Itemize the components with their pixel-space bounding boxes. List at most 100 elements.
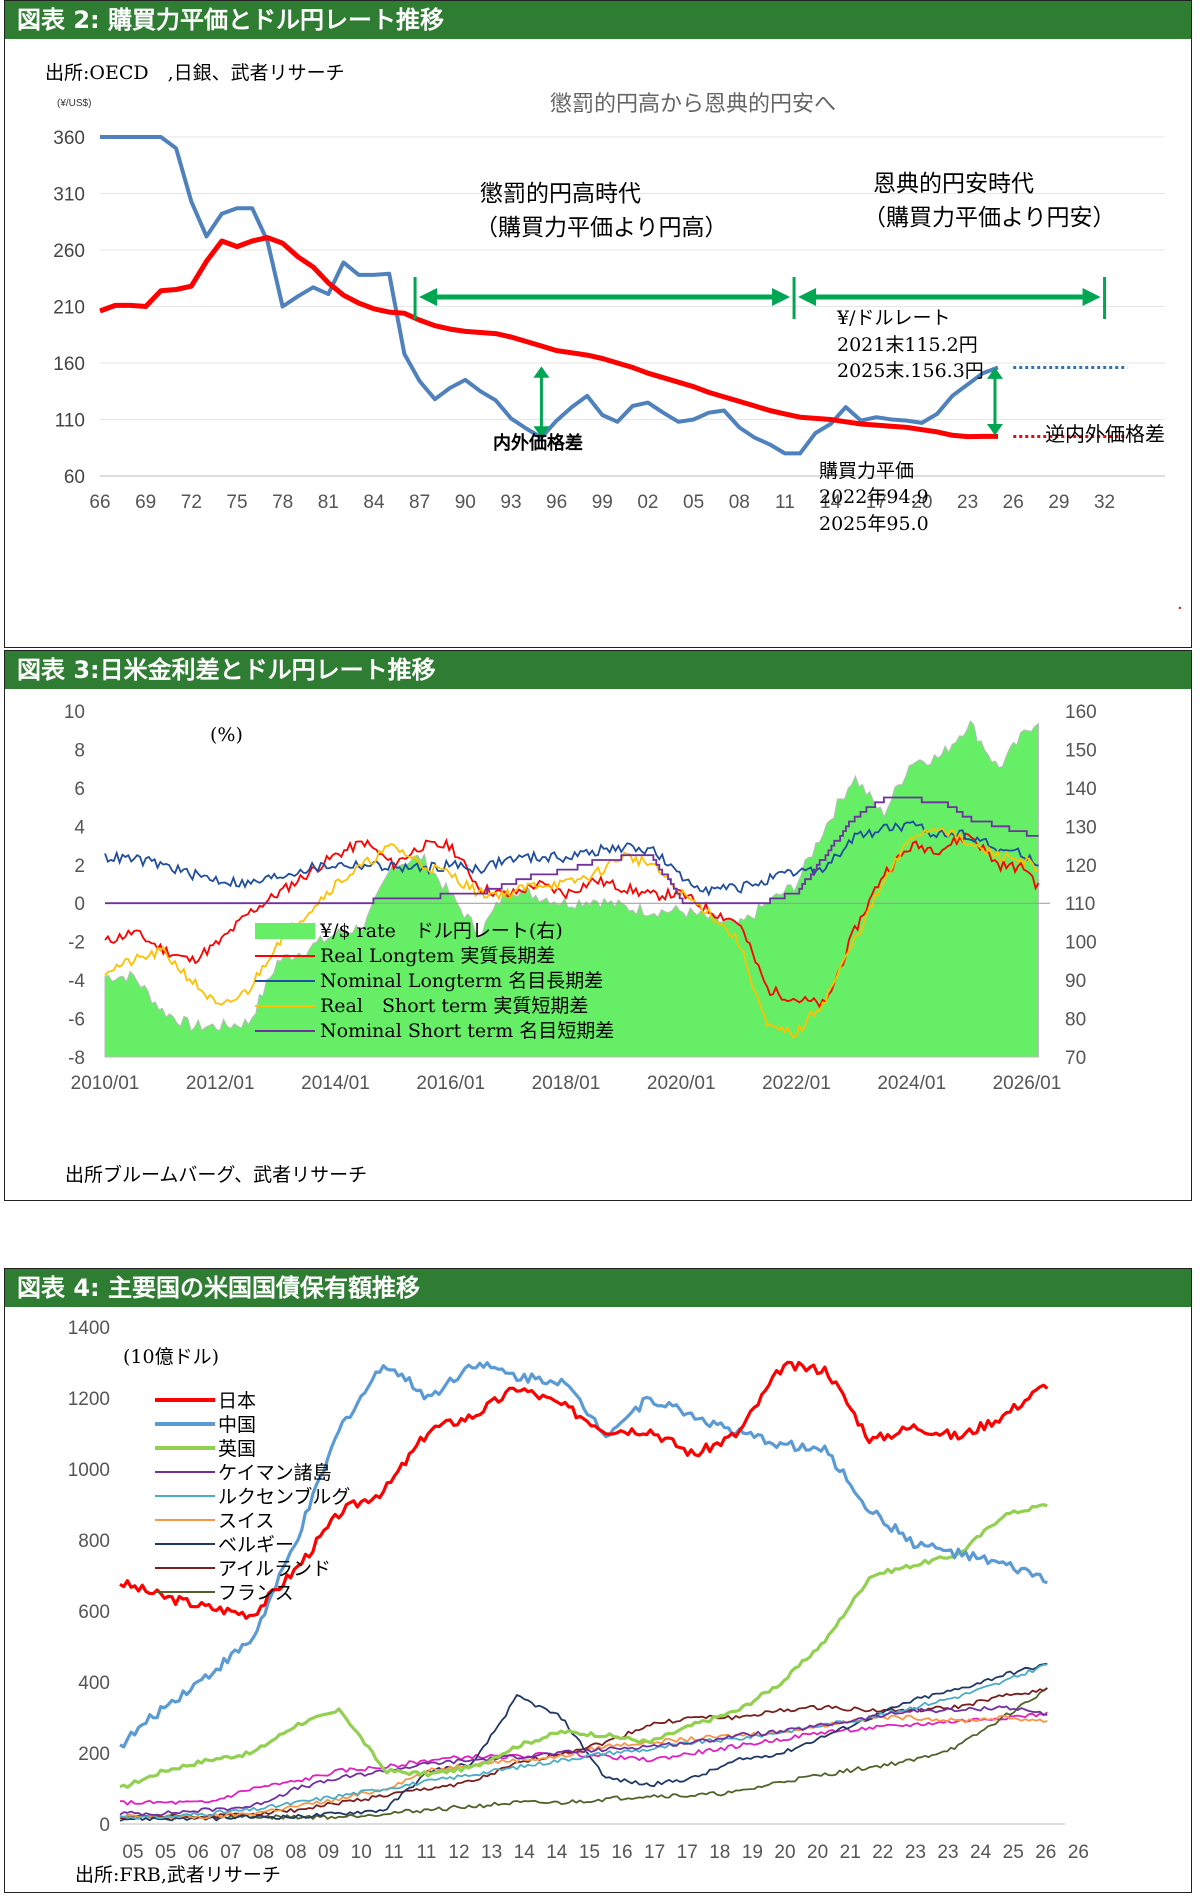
- x-tick-label: 29: [1048, 492, 1069, 513]
- x-tick-label: 19: [742, 1842, 763, 1863]
- x-tick-label: 69: [135, 492, 156, 513]
- x-tick-label: 26: [1035, 1842, 1056, 1863]
- legend-label: スイス: [218, 1510, 274, 1532]
- series-line-1: [104, 832, 1040, 1010]
- y-tick-label: 60: [64, 467, 85, 488]
- ppp-2022: 2022年94.9: [819, 486, 929, 508]
- era2-sublabel: （購買力平価より円安）: [863, 204, 1116, 230]
- legend-label: ルクセンブルグ: [218, 1485, 350, 1508]
- legend-label: Real Short term 実質短期差: [320, 995, 588, 1017]
- series-line-2: [119, 1503, 1048, 1789]
- era2-label: 恩典的円安時代: [873, 170, 1034, 196]
- x-tick-label: 90: [455, 492, 476, 513]
- y-right-tick-label: 140: [1065, 779, 1097, 800]
- legend-swatch: [255, 923, 315, 939]
- rate-diff-chart: -8 -6 -4 -2 0 2 4 6 8 10 70 80 90 100 110 120 130 140 150 1…: [64, 702, 1097, 1186]
- x-tick-label: 2018/01: [532, 1073, 601, 1094]
- series-line-yen-rate: [100, 135, 999, 456]
- x-tick-label: 78: [272, 492, 293, 513]
- y-right-tick-label: 120: [1065, 856, 1097, 877]
- x-tick-label: 17: [677, 1842, 698, 1863]
- series-line-4: [119, 1663, 1048, 1820]
- y-right-tick-label: 90: [1065, 971, 1086, 992]
- x-tick-label: 87: [409, 492, 430, 513]
- x-tick-label: 93: [500, 492, 521, 513]
- x-tick-label: 2022/01: [762, 1073, 831, 1094]
- gap-label: 内外価格差: [493, 432, 583, 453]
- y-right-tick-label: 160: [1065, 702, 1097, 723]
- reverse-gap-label: 逆内外価格差: [1045, 422, 1165, 446]
- x-tick-label: 66: [89, 492, 110, 513]
- x-tick-label: 20: [807, 1842, 828, 1863]
- x-tick-label: 12: [448, 1842, 469, 1863]
- y-right-tick-label: 70: [1065, 1048, 1086, 1069]
- x-tick-label: 23: [905, 1842, 926, 1863]
- y-tick-label: 1200: [68, 1389, 110, 1410]
- legend-label: ケイマン諸島: [218, 1462, 332, 1484]
- chart-panel-treasury: 図表 4: 主要国の米国国債保有額推移 0 200 400 600 800 1000 120…: [4, 1268, 1192, 1893]
- x-tick-label: 96: [546, 492, 567, 513]
- y-right-tick-label: 80: [1065, 1010, 1086, 1031]
- series-line-8: [119, 1687, 1048, 1820]
- x-tick-label: 14: [514, 1842, 536, 1863]
- x-tick-label: 21: [840, 1842, 861, 1863]
- x-tick-label: 25: [1003, 1842, 1024, 1863]
- era2-arrow-head-left: [798, 288, 817, 306]
- x-tick-label: 2012/01: [186, 1073, 255, 1094]
- y-tick-label: 400: [78, 1673, 110, 1694]
- rate-2025: 2025末.156.3円: [837, 360, 984, 382]
- x-tick-label: 05: [122, 1842, 143, 1863]
- source-note: 出所:OECD ,日銀、武者リサーチ: [45, 62, 345, 84]
- x-tick-label: 2014/01: [301, 1073, 370, 1094]
- legend-label: フランス: [218, 1582, 294, 1604]
- x-tick-label: 20: [911, 492, 932, 513]
- legend-label: ¥/$ rate ドル円レート(右): [319, 920, 563, 942]
- x-tick-label: 2016/01: [416, 1073, 485, 1094]
- gap-arrow-head: [533, 366, 550, 378]
- y-tick-label: 260: [53, 241, 85, 262]
- era1-sublabel: （購買力平価より円高）: [475, 214, 728, 240]
- treasury-chart: 0 200 400 600 800 1000 1200 1400 05 05 06 07 08 08 09 1…: [68, 1318, 1089, 1886]
- x-tick-label: 09: [318, 1842, 339, 1863]
- series-line-4: [105, 796, 1039, 905]
- y-left-tick-label: -2: [68, 933, 85, 954]
- x-tick-label: 13: [481, 1842, 502, 1863]
- x-tick-label: 10: [351, 1842, 372, 1863]
- legend-label: ベルギー: [218, 1534, 294, 1556]
- y-left-tick-label: 0: [74, 894, 85, 915]
- y-tick-label: 1000: [68, 1460, 110, 1481]
- y-left-tick-label: 4: [74, 817, 85, 838]
- x-tick-label: 84: [363, 492, 385, 513]
- y-left-tick-label: 6: [74, 779, 85, 800]
- series-line-6: [119, 1662, 1048, 1822]
- era1-arrow-head-right: [772, 288, 791, 306]
- x-tick-label: 2010/01: [71, 1073, 140, 1094]
- chart-panel-ppp: 図表 2: 購買力平価とドル円レート推移 出所:OECD ,日銀、武者リサーチ (…: [4, 0, 1192, 648]
- ppp-2025: 2025年95.0: [819, 513, 929, 535]
- y-right-tick-label: 150: [1065, 740, 1097, 761]
- y-tick-label: 360: [53, 128, 85, 149]
- y-left-tick-label: -4: [68, 971, 85, 992]
- series-line-ppp: [99, 235, 998, 440]
- x-tick-label: 02: [637, 492, 658, 513]
- x-tick-label: 05: [683, 492, 704, 513]
- x-tick-label: 2024/01: [877, 1073, 946, 1094]
- y-left-tick-label: -8: [68, 1048, 85, 1069]
- x-tick-label: 22: [872, 1842, 893, 1863]
- series-line-3: [119, 1705, 1048, 1817]
- x-tick-label: 16: [611, 1842, 632, 1863]
- x-tick-label: 81: [318, 492, 339, 513]
- area-yen-rate: [104, 719, 1040, 1058]
- gap-arrow-head: [533, 426, 550, 438]
- era1-arrow-head-left: [419, 288, 438, 306]
- x-tick-label: 20: [774, 1842, 795, 1863]
- source-note: 出所:FRB,武者リサーチ: [75, 1864, 281, 1886]
- x-tick-label: 75: [226, 492, 247, 513]
- x-tick-label: 14: [820, 492, 842, 513]
- y-right-tick-label: 110: [1065, 894, 1095, 915]
- panel-title: 図表 2: 購買力平価とドル円レート推移: [5, 1, 1191, 39]
- y-unit: (¥/US$): [57, 98, 91, 109]
- x-tick-label: 08: [285, 1842, 306, 1863]
- y-tick-label: 600: [78, 1602, 110, 1623]
- legend-label: 日本: [218, 1390, 256, 1412]
